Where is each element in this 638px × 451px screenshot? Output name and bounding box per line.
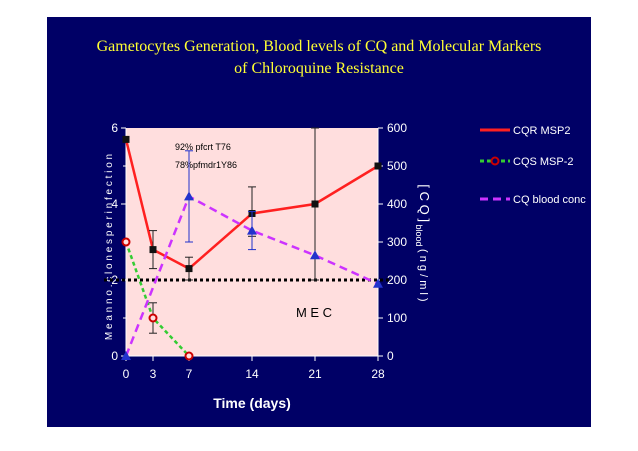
right-axis-label: [ C Q ] blood ( n g / m l ) bbox=[414, 184, 432, 301]
right-tick-label: 600 bbox=[387, 121, 407, 135]
right-tick-label: 0 bbox=[387, 349, 394, 363]
x-tick-label: 7 bbox=[186, 367, 193, 381]
data-point-cqr-msp2 bbox=[185, 265, 193, 273]
x-tick-label: 21 bbox=[308, 367, 322, 381]
data-point-cq-blood-conc bbox=[184, 191, 194, 201]
data-point-cq-blood-conc bbox=[373, 278, 383, 288]
right-axis-label-sub: blood bbox=[414, 222, 424, 249]
x-axis-label: Time (days) bbox=[213, 395, 291, 411]
data-point-cqr-msp2 bbox=[374, 162, 382, 170]
x-tick-label: 14 bbox=[245, 367, 259, 381]
annotation-pfcrt: 92% pfcrt T76 bbox=[175, 142, 231, 152]
x-tick-label: 0 bbox=[123, 367, 130, 381]
annotation-pfmdr1: 78%pfmdr1Y86 bbox=[175, 160, 237, 170]
right-tick-label: 400 bbox=[387, 197, 407, 211]
left-axis-label: M e a n n o . c l o n e s p e r i n f e … bbox=[104, 154, 115, 340]
chart-title: Gametocytes Generation, Blood levels of … bbox=[47, 36, 591, 80]
right-tick-label: 300 bbox=[387, 235, 407, 249]
data-point-cqs-msp2 bbox=[121, 237, 131, 247]
data-point-cqs-msp2 bbox=[148, 313, 158, 323]
legend-marker bbox=[490, 156, 500, 166]
right-axis-label-main: [ C Q ] bbox=[417, 184, 432, 222]
left-tick-label: 6 bbox=[111, 121, 118, 135]
data-point-cqr-msp2 bbox=[149, 246, 157, 254]
right-axis-label-unit: ( n g / m l ) bbox=[417, 249, 429, 302]
chart-title-line-2: of Chloroquine Resistance bbox=[234, 60, 404, 77]
right-tick-label: 500 bbox=[387, 159, 407, 173]
left-tick-label: 0 bbox=[111, 349, 118, 363]
left-tick-label: 2 bbox=[111, 273, 118, 287]
legend-label: CQS MSP-2 bbox=[513, 156, 574, 168]
data-point-cq-blood-conc bbox=[310, 250, 320, 260]
data-point-cqr-msp2 bbox=[311, 200, 319, 208]
right-tick-label: 100 bbox=[387, 311, 407, 325]
data-point-cqr-msp2 bbox=[122, 135, 130, 143]
series-line-cqr-msp2 bbox=[124, 139, 379, 271]
legend-label: CQ blood conc bbox=[513, 194, 586, 206]
right-tick-label: 200 bbox=[387, 273, 407, 287]
data-point-cqs-msp2 bbox=[184, 351, 194, 361]
left-tick-label: 4 bbox=[111, 197, 118, 211]
x-tick-label: 3 bbox=[150, 367, 157, 381]
data-point-cq-blood-conc bbox=[247, 225, 257, 235]
mec-label: M E C bbox=[296, 305, 332, 320]
legend-label: CQR MSP2 bbox=[513, 125, 570, 137]
data-point-cq-blood-conc bbox=[121, 351, 131, 360]
chart-title-line-1: Gametocytes Generation, Blood levels of … bbox=[96, 38, 542, 55]
x-tick-label: 28 bbox=[371, 367, 385, 381]
